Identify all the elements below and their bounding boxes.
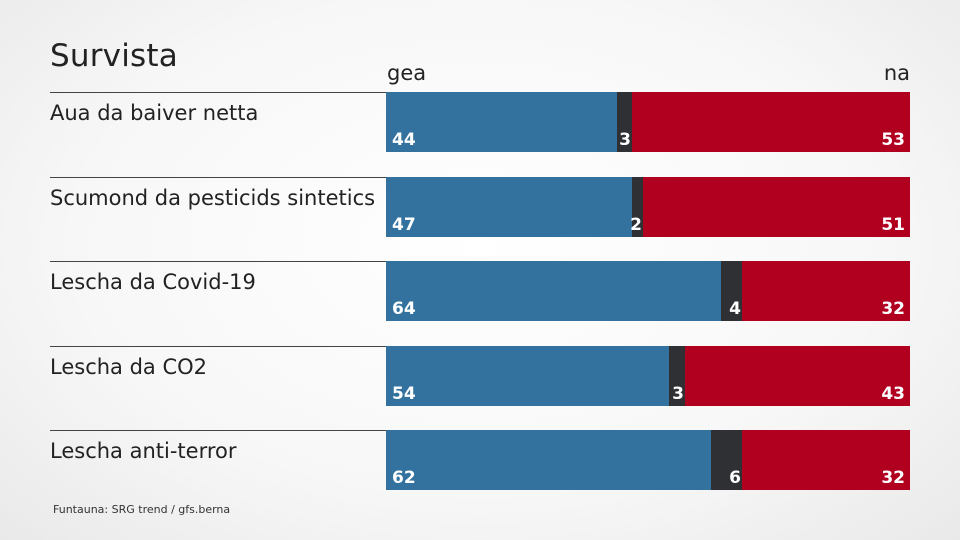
- row-divider: [50, 430, 386, 431]
- no-value: 32: [881, 468, 905, 488]
- no-bar: [632, 92, 910, 152]
- column-header-yes: gea: [387, 61, 427, 85]
- yes-bar: [386, 92, 617, 152]
- chart-row: Aua da baiver netta 44 3 53: [50, 92, 910, 152]
- chart-row: Scumond da pesticids sintetics 47 2 51: [50, 177, 910, 237]
- no-value: 32: [881, 299, 905, 319]
- neutral-bar: [711, 430, 742, 490]
- no-value: 43: [881, 384, 905, 404]
- no-value: 51: [881, 215, 905, 235]
- yes-value: 62: [392, 468, 416, 488]
- stacked-bar: 47 2 51: [386, 177, 910, 237]
- no-bar: [742, 261, 910, 321]
- chart-row: Lescha da CO2 54 3 43: [50, 346, 910, 406]
- neutral-value: 2: [630, 215, 642, 235]
- neutral-bar: [669, 346, 685, 406]
- category-label: Scumond da pesticids sintetics: [50, 186, 376, 210]
- chart-row: Lescha da Covid-19 64 4 32: [50, 261, 910, 321]
- row-divider: [50, 261, 386, 262]
- category-label: Lescha da CO2: [50, 355, 208, 379]
- chart-title: Survista: [50, 38, 178, 74]
- no-bar: [742, 430, 910, 490]
- neutral-value: 3: [619, 130, 631, 150]
- no-value: 53: [881, 130, 905, 150]
- yes-value: 54: [392, 384, 416, 404]
- yes-value: 64: [392, 299, 416, 319]
- neutral-value: 3: [672, 384, 684, 404]
- category-label: Aua da baiver netta: [50, 101, 259, 125]
- yes-bar: [386, 430, 711, 490]
- yes-value: 47: [392, 215, 416, 235]
- no-bar: [643, 177, 910, 237]
- neutral-value: 6: [729, 468, 741, 488]
- stacked-bar: 44 3 53: [386, 92, 910, 152]
- yes-bar: [386, 177, 632, 237]
- chart-row: Lescha anti-terror 62 6 32: [50, 430, 910, 490]
- no-bar: [685, 346, 910, 406]
- yes-bar: [386, 346, 669, 406]
- neutral-bar: [632, 177, 643, 237]
- row-divider: [50, 177, 386, 178]
- stacked-bar: 64 4 32: [386, 261, 910, 321]
- yes-bar: [386, 261, 721, 321]
- stacked-bar: 62 6 32: [386, 430, 910, 490]
- column-header-no: na: [883, 61, 910, 85]
- row-divider: [50, 92, 386, 93]
- yes-value: 44: [392, 130, 416, 150]
- source-note: Funtauna: SRG trend / gfs.berna: [53, 503, 231, 516]
- stacked-bar: 54 3 43: [386, 346, 910, 406]
- neutral-bar: [617, 92, 632, 152]
- category-label: Lescha anti-terror: [50, 439, 237, 463]
- neutral-bar: [721, 261, 742, 321]
- row-divider: [50, 346, 386, 347]
- neutral-value: 4: [729, 299, 741, 319]
- category-label: Lescha da Covid-19: [50, 270, 256, 294]
